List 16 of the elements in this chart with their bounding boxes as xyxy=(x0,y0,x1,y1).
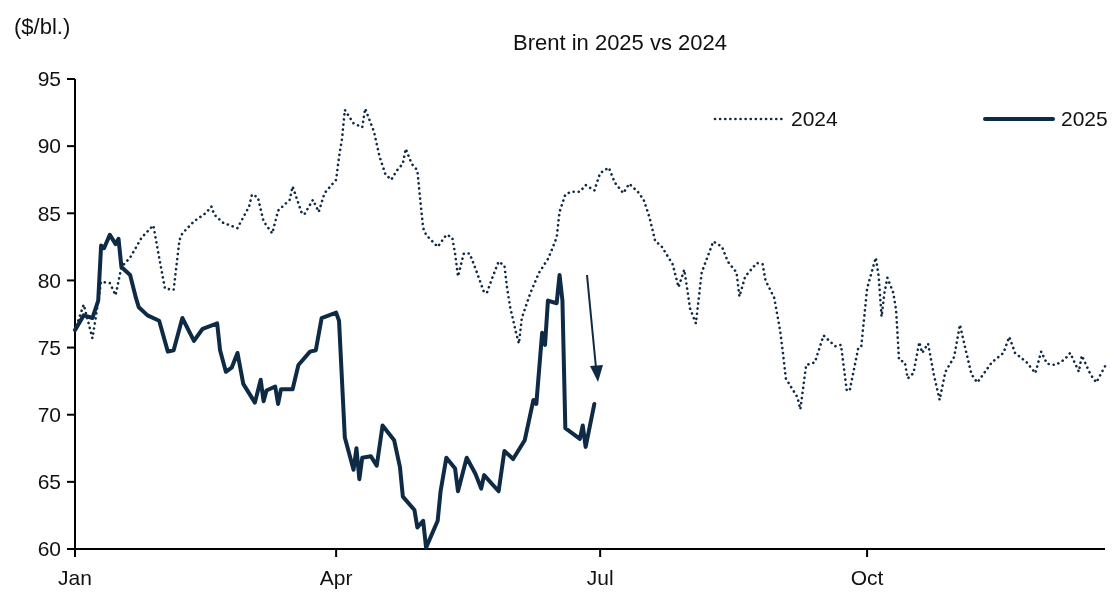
y-tick-label: 70 xyxy=(37,403,61,427)
legend-label: 2024 xyxy=(791,107,839,131)
y-tick-label: 65 xyxy=(37,470,61,494)
legend-label: 2025 xyxy=(1061,107,1108,131)
x-tick-label: Oct xyxy=(850,566,884,589)
y-tick-label: 85 xyxy=(37,201,61,225)
chart-title: Brent in 2025 vs 2024 xyxy=(512,30,728,55)
x-tick-label: Apr xyxy=(319,566,353,589)
y-tick-label: 90 xyxy=(37,134,61,158)
y-tick-label: 60 xyxy=(37,537,61,561)
y-tick-label: 95 xyxy=(37,67,61,91)
y-tick-label: 75 xyxy=(37,335,61,359)
x-tick-label: Jul xyxy=(586,566,614,589)
y-tick-label: 80 xyxy=(37,268,61,292)
x-tick-label: Jan xyxy=(58,566,92,589)
y-axis-title: ($/bl.) xyxy=(14,14,71,39)
